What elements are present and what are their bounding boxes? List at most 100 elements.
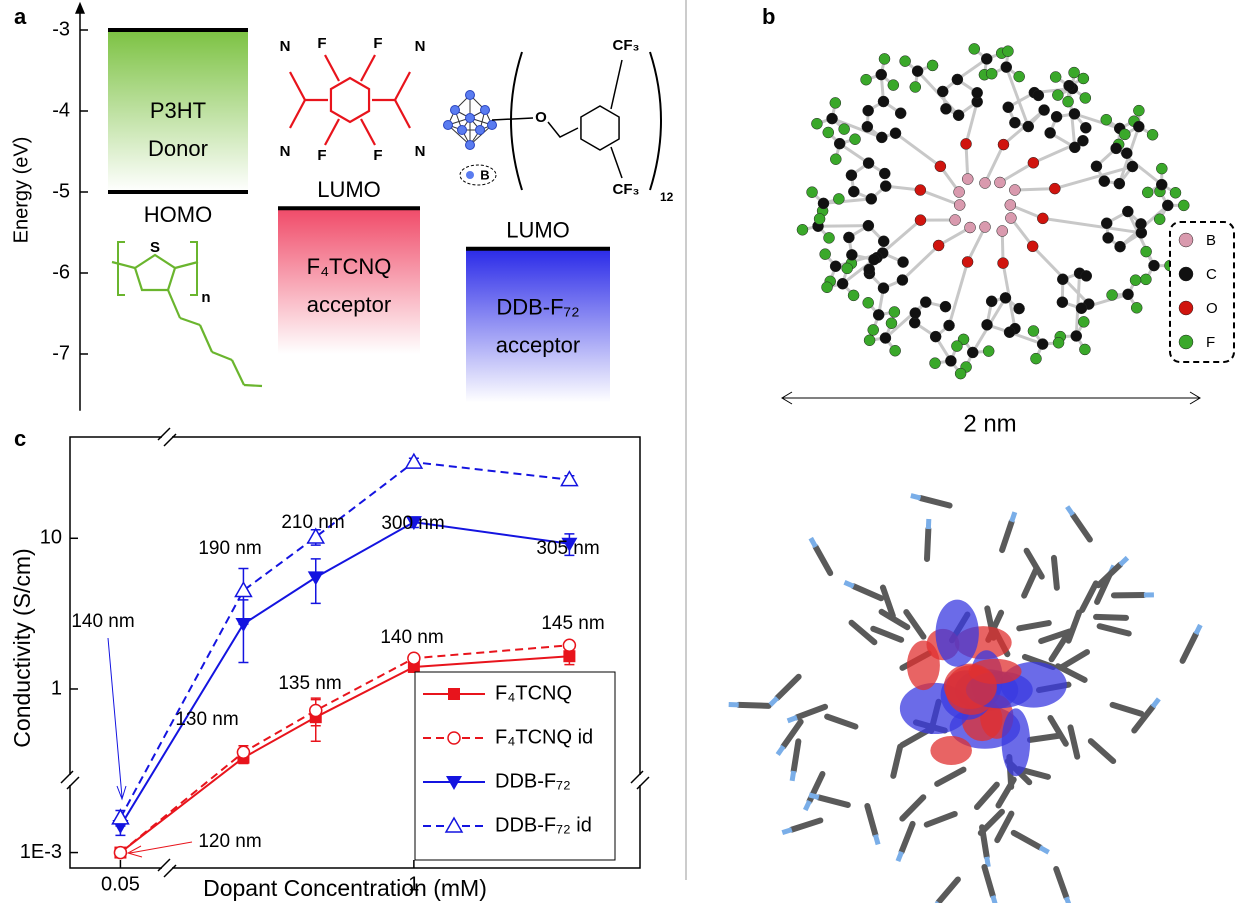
stick: [1073, 515, 1090, 540]
atom: [811, 118, 822, 129]
atom: [1063, 96, 1074, 107]
marker: [308, 571, 324, 585]
atom: [1119, 129, 1130, 140]
atom: [1080, 92, 1091, 103]
atom: [897, 275, 908, 286]
atom: [1162, 200, 1173, 211]
stick: [1183, 634, 1196, 661]
stick: [792, 820, 821, 829]
orbital-lobe: [936, 600, 979, 667]
atom-label: F: [373, 35, 382, 52]
x-axis-label: Dopant Concentration (mM): [203, 875, 487, 901]
atom: [818, 198, 829, 209]
atom: [1039, 105, 1050, 116]
atom: [986, 68, 997, 79]
atom: [481, 106, 490, 115]
atom: [1045, 127, 1056, 138]
legend-label: F₄TCNQ id: [495, 726, 593, 748]
atom: [861, 74, 872, 85]
stick: [816, 547, 831, 573]
atom: [830, 97, 841, 108]
atom: [909, 317, 920, 328]
stick: [777, 677, 798, 698]
atom: [1005, 213, 1016, 224]
bond: [168, 290, 180, 318]
atom: [833, 193, 844, 204]
stick-tip: [993, 896, 996, 903]
marker: [563, 639, 575, 651]
level-label: HOMO: [144, 202, 212, 227]
atom: [1178, 200, 1189, 211]
thickness-annotation: 210 nm: [281, 512, 344, 533]
atom: [1014, 71, 1025, 82]
atom: [1001, 62, 1012, 73]
atom: [1122, 206, 1133, 217]
stick-tip: [811, 538, 816, 547]
atom: [986, 296, 997, 307]
atom: [866, 193, 877, 204]
stick: [1070, 727, 1077, 756]
legend-label: F₄TCNQ: [495, 682, 572, 704]
atom: [1023, 121, 1034, 132]
atom: [1069, 108, 1080, 119]
marker: [310, 704, 322, 716]
bond: [290, 100, 305, 128]
stick-tip: [1153, 699, 1159, 707]
atom: [842, 263, 853, 274]
atom: [846, 249, 857, 260]
atom: [1133, 121, 1144, 132]
stick-tip: [809, 795, 819, 798]
atom: [1057, 274, 1068, 285]
atom: [863, 158, 874, 169]
stick: [867, 806, 875, 835]
atom: [940, 103, 951, 114]
atom: [912, 66, 923, 77]
annotation-arrow: [108, 638, 126, 799]
atom: [1140, 274, 1151, 285]
atom: [980, 178, 991, 189]
atom: [954, 200, 965, 211]
bond: [200, 325, 212, 352]
stick: [1014, 833, 1040, 848]
stick: [1069, 613, 1079, 641]
orbital-lobe: [907, 640, 940, 690]
atom: [982, 319, 993, 330]
atom: [1069, 67, 1080, 78]
atom: [1156, 179, 1167, 190]
atom: [876, 69, 887, 80]
atom: [823, 127, 834, 138]
stick: [1096, 617, 1126, 618]
stick: [902, 824, 913, 852]
atom: [458, 126, 467, 135]
atom: [1028, 157, 1039, 168]
atom: [981, 53, 992, 64]
atom: [915, 185, 926, 196]
atom-label: F: [373, 147, 382, 164]
bond: [818, 226, 868, 227]
atom: [1014, 303, 1025, 314]
y-tick-label: 1E-3: [20, 841, 62, 863]
atom: [900, 56, 911, 67]
atom: [998, 139, 1009, 150]
thickness-annotation: 135 nm: [278, 673, 341, 694]
atom: [962, 174, 973, 185]
atom: [880, 333, 891, 344]
stick: [902, 797, 923, 818]
stick: [1024, 568, 1036, 595]
bond: [949, 262, 968, 326]
atom: [965, 222, 976, 233]
atom: [898, 257, 909, 268]
stick-tip: [1196, 625, 1200, 634]
atom: [1050, 71, 1061, 82]
thickness-annotation: 140 nm: [380, 627, 443, 648]
band-name: acceptor: [496, 333, 580, 358]
dashed-ellipse: [460, 165, 496, 185]
y-tick-label: -4: [52, 99, 70, 121]
atom: [879, 168, 890, 179]
bond: [1043, 218, 1142, 232]
atom-label: F: [317, 147, 326, 164]
atom: [848, 290, 859, 301]
annotation-arrow: [128, 842, 192, 857]
y-tick-label: -5: [52, 180, 70, 202]
legend-atom: [1179, 233, 1193, 247]
